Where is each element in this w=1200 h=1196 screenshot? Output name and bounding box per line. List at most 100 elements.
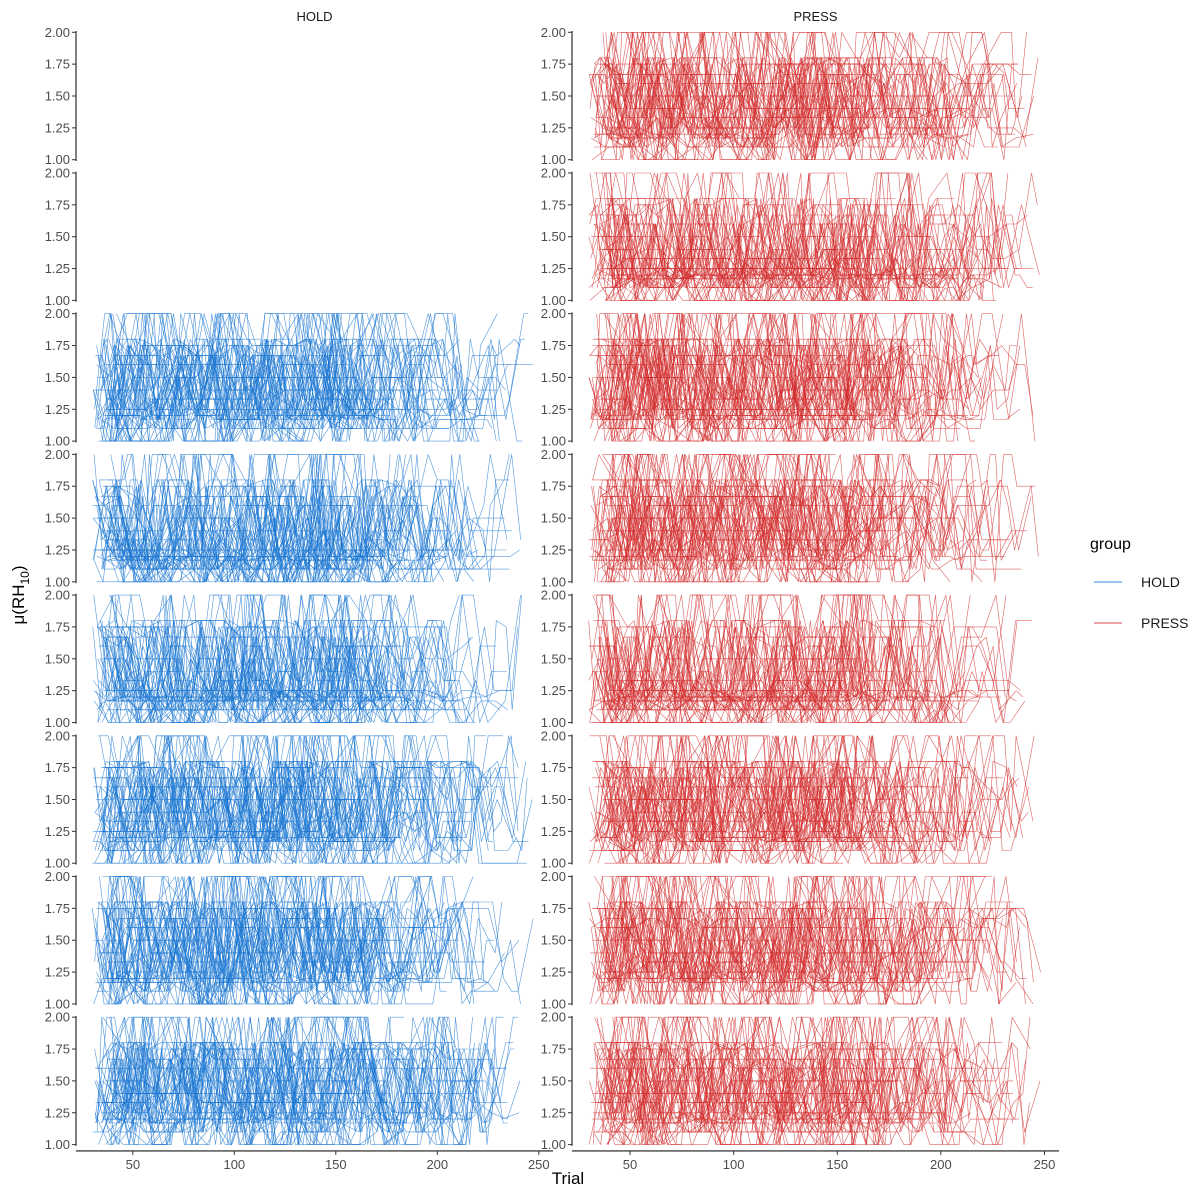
participant-line [94,735,493,864]
y-tick-label: 1.50 [45,511,70,526]
y-tick-label: 1.00 [541,152,566,167]
participant-line [601,31,853,160]
participant-line [597,172,985,301]
participant-line [93,454,370,583]
y-tick-label: 1.50 [45,89,70,104]
y-tick-label: 1.50 [45,370,70,385]
participant-line [593,626,857,723]
y-tick-label: 1.75 [541,338,566,353]
participant-line [605,172,988,301]
participant-line [592,735,949,864]
participant-line [590,172,1022,301]
y-tick-label: 1.75 [541,479,566,494]
participant-line [113,761,471,864]
y-tick-label: 1.50 [541,933,566,948]
participant-line [108,313,525,442]
panel-press-row-7: 1.00 1.25 1.50 1.75 2.00 [541,869,1041,1011]
participant-line [601,172,999,301]
participant-line [112,594,404,711]
participant-line [112,338,369,442]
participant-line [611,31,928,160]
participant-line [600,479,870,583]
y-tick-label: 2.00 [45,869,70,884]
participant-line [113,658,402,723]
y-tick-label: 1.00 [541,715,566,730]
participant-line [106,876,436,1005]
participant-line [603,636,899,723]
panel-press-row-6: 1.00 1.25 1.50 1.75 2.00 [541,728,1035,871]
participant-line [100,594,440,723]
panel-press-row-5: 1.00 1.25 1.50 1.75 2.00 [541,588,1032,730]
y-tick-label: 1.75 [541,619,566,634]
participant-line [106,735,439,864]
participant-line [102,313,441,442]
participant-line [105,1016,390,1145]
y-tick-label: 1.25 [45,965,70,980]
participant-line [103,313,437,442]
participant-line [113,594,357,723]
x-tick-label: 200 [426,1157,448,1172]
y-tick-label: 1.00 [45,715,70,730]
participant-line [114,313,459,442]
participant-line [598,594,832,723]
x-tick-label: 150 [826,1157,848,1172]
y-tick-label: 1.25 [45,261,70,276]
y-tick-label: 1.50 [45,229,70,244]
participant-line [116,876,372,1005]
y-tick-label: 2.00 [45,25,70,40]
participant-line [602,31,884,160]
y-tick-label: 1.00 [45,996,70,1011]
participant-line [600,876,953,1005]
participant-line [104,626,497,723]
participant-line [116,479,449,583]
participant-line [92,313,506,442]
participant-line [605,594,983,723]
y-tick-label: 2.00 [45,306,70,321]
participant-line [114,313,533,442]
y-tick-label: 2.00 [45,447,70,462]
participant-line [597,735,856,864]
y-tick-label: 1.25 [45,824,70,839]
participant-line [97,620,471,723]
participant-line [599,454,895,583]
x-tick-label: 200 [930,1157,952,1172]
x-tick-label: 50 [126,1157,140,1172]
participant-line [592,594,966,723]
y-tick-label: 1.50 [541,370,566,385]
participant-line [95,479,401,583]
participant-line [592,876,858,1005]
participant-line [601,31,1019,160]
y-tick-label: 1.25 [541,965,566,980]
participant-line [608,876,1013,983]
participant-line [597,1016,1030,1145]
participant-line [92,454,505,583]
participant-line [600,31,1027,160]
participant-line [593,57,935,160]
participant-line [591,876,932,1005]
x-tick-label: 100 [723,1157,745,1172]
x-tick-label: 100 [223,1157,245,1172]
participant-line [605,1016,959,1145]
y-tick-label: 1.75 [45,57,70,72]
y-tick-label: 2.00 [541,306,566,321]
participant-line [101,735,349,851]
y-tick-label: 1.75 [541,760,566,775]
y-tick-label: 1.75 [541,57,566,72]
participant-line [610,901,955,1005]
y-tick-label: 2.00 [541,588,566,603]
series-lines-press-row-1 [588,31,1039,160]
y-tick-label: 2.00 [45,588,70,603]
y-tick-label: 1.25 [541,402,566,417]
participant-line [590,454,946,583]
participant-line [102,345,367,442]
participant-line [604,1016,1014,1145]
participant-line [107,313,431,429]
y-axis-title-close: ) [9,565,28,571]
series-lines-hold-row-7 [92,876,534,1005]
y-tick-label: 1.75 [541,901,566,916]
participant-line [610,1016,935,1145]
participant-line [103,313,498,442]
participant-line [611,876,861,992]
participant-line [110,594,455,723]
